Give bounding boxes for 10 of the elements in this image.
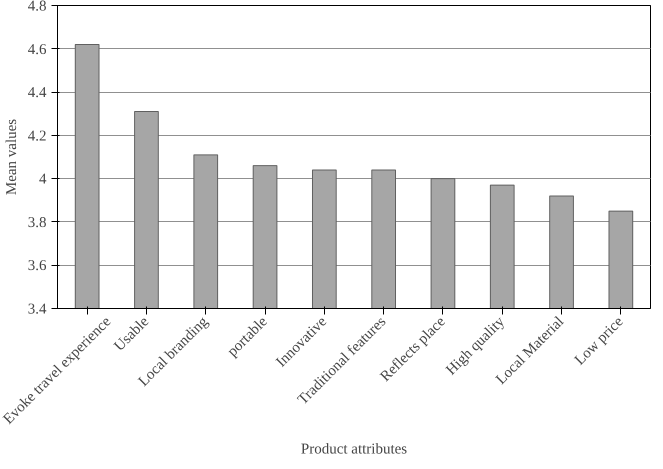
- y-tick-label: 4.8: [28, 0, 46, 14]
- y-axis-title: Mean values: [4, 118, 20, 196]
- y-tick-label: 4.6: [28, 42, 47, 58]
- y-tick-label: 4.4: [28, 85, 47, 102]
- x-axis-title: Product attributes: [300, 441, 408, 458]
- y-tick-label: 3.4: [28, 302, 47, 318]
- y-tick-label: 3.6: [28, 258, 47, 274]
- y-tick-label: 4: [39, 172, 47, 188]
- y-tick-label: 4.2: [28, 128, 46, 144]
- y-tick-label: 3.8: [28, 214, 46, 231]
